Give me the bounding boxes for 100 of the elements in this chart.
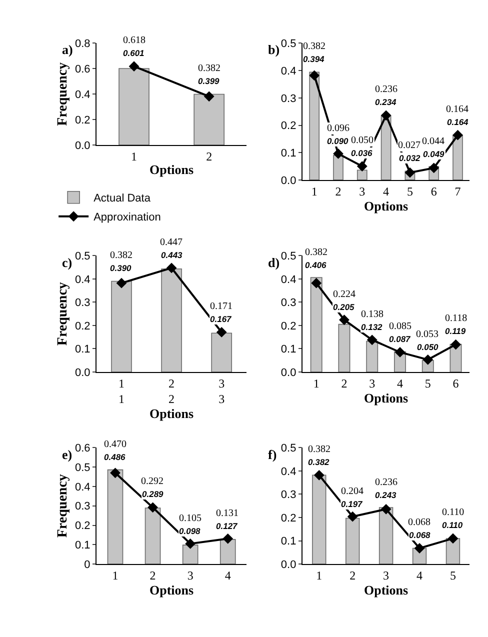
y-tick-label: 0.4 bbox=[74, 274, 90, 286]
bar bbox=[366, 340, 378, 372]
y-tick-label: 0.0 bbox=[280, 174, 296, 187]
data-label: 0.068 bbox=[409, 530, 431, 540]
data-label: 0.382 bbox=[110, 250, 132, 261]
y-tick-label: 0.3 bbox=[280, 297, 296, 310]
legend-label: Approxination bbox=[94, 212, 161, 224]
y-tick-label: 0.0 bbox=[280, 366, 296, 379]
y-tick-label: 0.5 bbox=[280, 38, 296, 50]
data-label: 0.224 bbox=[333, 289, 356, 300]
y-tick-label: 0.5 bbox=[74, 462, 90, 474]
data-label: 0.032 bbox=[399, 153, 421, 163]
x-tick-label: 2 bbox=[335, 184, 342, 198]
point bbox=[311, 278, 322, 288]
point bbox=[394, 347, 406, 358]
bar bbox=[220, 539, 236, 564]
point bbox=[428, 162, 440, 174]
x-tick-label: 1 bbox=[311, 184, 318, 198]
data-label: 0.050 bbox=[351, 135, 374, 146]
data-label: 0.110 bbox=[442, 507, 464, 518]
data-label: 0.382 bbox=[303, 41, 326, 52]
point bbox=[380, 504, 392, 514]
y-tick-label: 0.1 bbox=[74, 540, 90, 552]
bar bbox=[452, 134, 463, 180]
bar bbox=[161, 268, 182, 372]
x-tick-label: 2 bbox=[150, 568, 156, 582]
data-label: 0.399 bbox=[198, 76, 220, 86]
y-tick-label: 0.2 bbox=[74, 320, 90, 332]
point bbox=[222, 533, 234, 544]
x-axis-title: Options bbox=[150, 582, 194, 598]
x-axis-title: Options bbox=[150, 406, 194, 422]
point bbox=[333, 148, 344, 159]
point bbox=[339, 314, 350, 326]
x-tick-label: 2 bbox=[341, 376, 348, 390]
data-label: 0.044 bbox=[422, 136, 444, 147]
data-label: 0.205 bbox=[333, 302, 355, 312]
data-label: 0.098 bbox=[179, 526, 201, 536]
data-label: 0.053 bbox=[416, 329, 438, 340]
data-label: 0.382 bbox=[308, 444, 330, 455]
x-tick-label: 1 1 bbox=[118, 376, 124, 406]
x-tick-label: 5 bbox=[424, 376, 431, 390]
data-label: 0.090 bbox=[327, 136, 349, 146]
x-tick-label: 7 bbox=[454, 184, 461, 198]
data-label: 0.036 bbox=[351, 148, 373, 158]
point bbox=[110, 468, 120, 478]
point bbox=[448, 533, 458, 544]
x-tick-label: 6 bbox=[452, 376, 459, 390]
bar bbox=[346, 518, 360, 564]
y-tick-label: 0.1 bbox=[74, 344, 90, 356]
y-tick-label: 0.0 bbox=[74, 140, 90, 152]
y-tick-label: 0.6 bbox=[74, 442, 90, 455]
point bbox=[404, 167, 416, 178]
point bbox=[366, 334, 378, 346]
data-label: 0.105 bbox=[179, 513, 202, 524]
x-tick-label: 1 bbox=[112, 568, 118, 582]
bar bbox=[211, 332, 232, 372]
y-tick-label: 0.4 bbox=[280, 466, 296, 478]
x-tick-label: 3 bbox=[383, 568, 390, 582]
chart-title: d) bbox=[268, 255, 280, 270]
y-tick-label: 0.5 bbox=[280, 442, 296, 455]
y-tick-label: 0.6 bbox=[74, 64, 90, 76]
y-tick-label: 0.2 bbox=[74, 520, 90, 532]
data-label: 0.234 bbox=[375, 97, 397, 107]
bar bbox=[312, 474, 326, 564]
data-label: 0.236 bbox=[375, 84, 398, 95]
data-label: 0.132 bbox=[361, 322, 383, 332]
bar bbox=[107, 469, 124, 564]
chart-title: f) bbox=[268, 447, 277, 462]
x-axis-title: Options bbox=[364, 198, 408, 214]
y-tick-label: 0.2 bbox=[280, 512, 296, 524]
y-tick-label: 0.4 bbox=[280, 65, 296, 78]
legend-label: Actual Data bbox=[94, 192, 152, 205]
x-axis-title: Options bbox=[364, 390, 408, 406]
x-tick-label: 4 bbox=[416, 568, 423, 582]
y-tick-label: 0.4 bbox=[74, 88, 90, 101]
y-tick-label: 0.3 bbox=[74, 297, 90, 310]
y-axis-title: Frequency bbox=[56, 474, 71, 538]
chart-title: e) bbox=[62, 447, 72, 462]
point bbox=[450, 339, 461, 350]
data-label: 0.167 bbox=[210, 314, 233, 324]
bar bbox=[378, 507, 394, 564]
x-tick-label: 1 bbox=[131, 149, 138, 164]
bar bbox=[310, 277, 322, 372]
bar bbox=[182, 544, 198, 564]
data-label: 0.131 bbox=[216, 508, 238, 519]
data-label: 0.406 bbox=[305, 260, 327, 270]
bar bbox=[356, 170, 368, 180]
data-label: 0.204 bbox=[341, 486, 364, 497]
point bbox=[347, 511, 358, 522]
y-tick-label: 0.3 bbox=[280, 92, 296, 105]
x-tick-label: 4 bbox=[383, 184, 390, 198]
data-label: 0.394 bbox=[303, 54, 325, 64]
data-label: 0.443 bbox=[161, 250, 183, 260]
data-label: 0.087 bbox=[389, 334, 412, 344]
x-tick-label: 2 bbox=[206, 149, 212, 164]
chart-title: c) bbox=[62, 255, 72, 270]
x-tick-label: 5 bbox=[450, 568, 456, 582]
y-axis-title: Frequency bbox=[56, 62, 71, 126]
point bbox=[216, 327, 227, 338]
data-label: 0.618 bbox=[123, 35, 146, 46]
